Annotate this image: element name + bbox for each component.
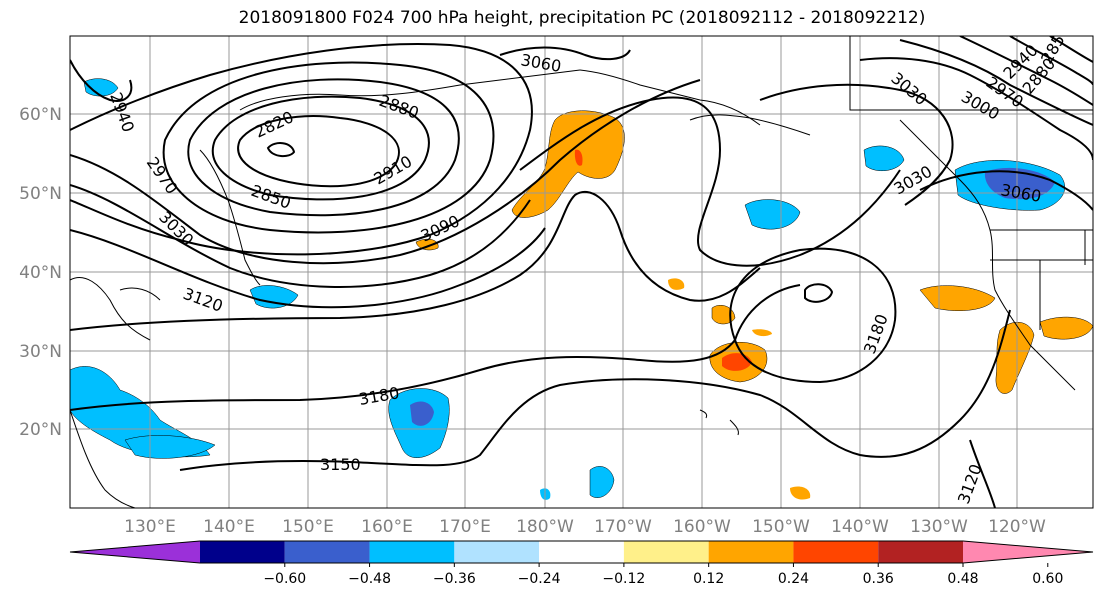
lon-label-130e: 130°E: [124, 517, 176, 537]
colorbar-segment: [200, 541, 285, 563]
lon-label-140e: 140°E: [203, 517, 255, 537]
colorbar-segment: [963, 541, 1093, 563]
colorbar-tick-label: 0.60: [1032, 571, 1063, 587]
contour-label-3150: 3150: [320, 455, 361, 474]
lat-label-30n: 30°N: [19, 342, 62, 362]
lat-label-20n: 20°N: [19, 420, 62, 440]
lon-label-160e: 160°E: [361, 517, 413, 537]
colorbar-segment: [369, 541, 455, 563]
lat-label-60n: 60°N: [19, 105, 62, 125]
map-border: [69, 35, 1094, 509]
lon-label-170e: 170°E: [439, 517, 491, 537]
lon-label-150w: 150°W: [752, 517, 810, 537]
longitude-labels: 130°E 140°E 150°E 160°E 170°E 180°W 170°…: [124, 517, 1046, 537]
colorbar-segment: [284, 541, 370, 563]
colorbar: [69, 540, 1094, 564]
latitude-labels: 60°N 50°N 40°N 30°N 20°N: [19, 105, 62, 440]
map-title: 2018091800 F024 700 hPa height, precipit…: [238, 8, 926, 28]
lat-label-40n: 40°N: [19, 263, 62, 283]
colorbar-segment: [793, 541, 879, 563]
colorbar-segment: [708, 541, 794, 563]
colorbar-tick-label: −0.36: [433, 571, 476, 587]
lon-label-120w: 120°W: [988, 517, 1046, 537]
colorbar-tick-label: −0.24: [518, 571, 561, 587]
lon-label-180w: 180°W: [516, 517, 574, 537]
lon-label-130w: 130°W: [910, 517, 968, 537]
colorbar-tick-label: −0.48: [348, 571, 391, 587]
precip-positive-areas: [415, 110, 1093, 500]
colorbar-tick-label: −0.60: [263, 571, 306, 587]
colorbar-segment: [70, 541, 200, 563]
colorbar-outline: [69, 540, 1094, 564]
colorbar-tick-labels: −0.60 −0.48 −0.36 −0.24 −0.12 0.12 0.24 0.36 0.4…: [263, 563, 1063, 587]
lon-label-140w: 140°W: [831, 517, 889, 537]
colorbar-tick-label: 0.36: [863, 571, 894, 587]
lon-label-170w: 170°W: [594, 517, 652, 537]
colorbar-segment: [454, 541, 540, 563]
colorbar-tick-label: −0.12: [602, 571, 645, 587]
colorbar-tick-label: 0.12: [693, 571, 724, 587]
colorbar-segment: [878, 541, 963, 563]
colorbar-tick-label: 0.48: [947, 571, 978, 587]
precip-negative-areas: [70, 78, 1065, 500]
lon-label-160w: 160°W: [673, 517, 731, 537]
lon-label-150e: 150°E: [282, 517, 334, 537]
colorbar-tick-label: 0.24: [778, 571, 809, 587]
colorbar-segment: [539, 541, 624, 563]
colorbar-segment: [623, 541, 709, 563]
lat-label-50n: 50°N: [19, 184, 62, 204]
height-contours: [70, 36, 1093, 508]
